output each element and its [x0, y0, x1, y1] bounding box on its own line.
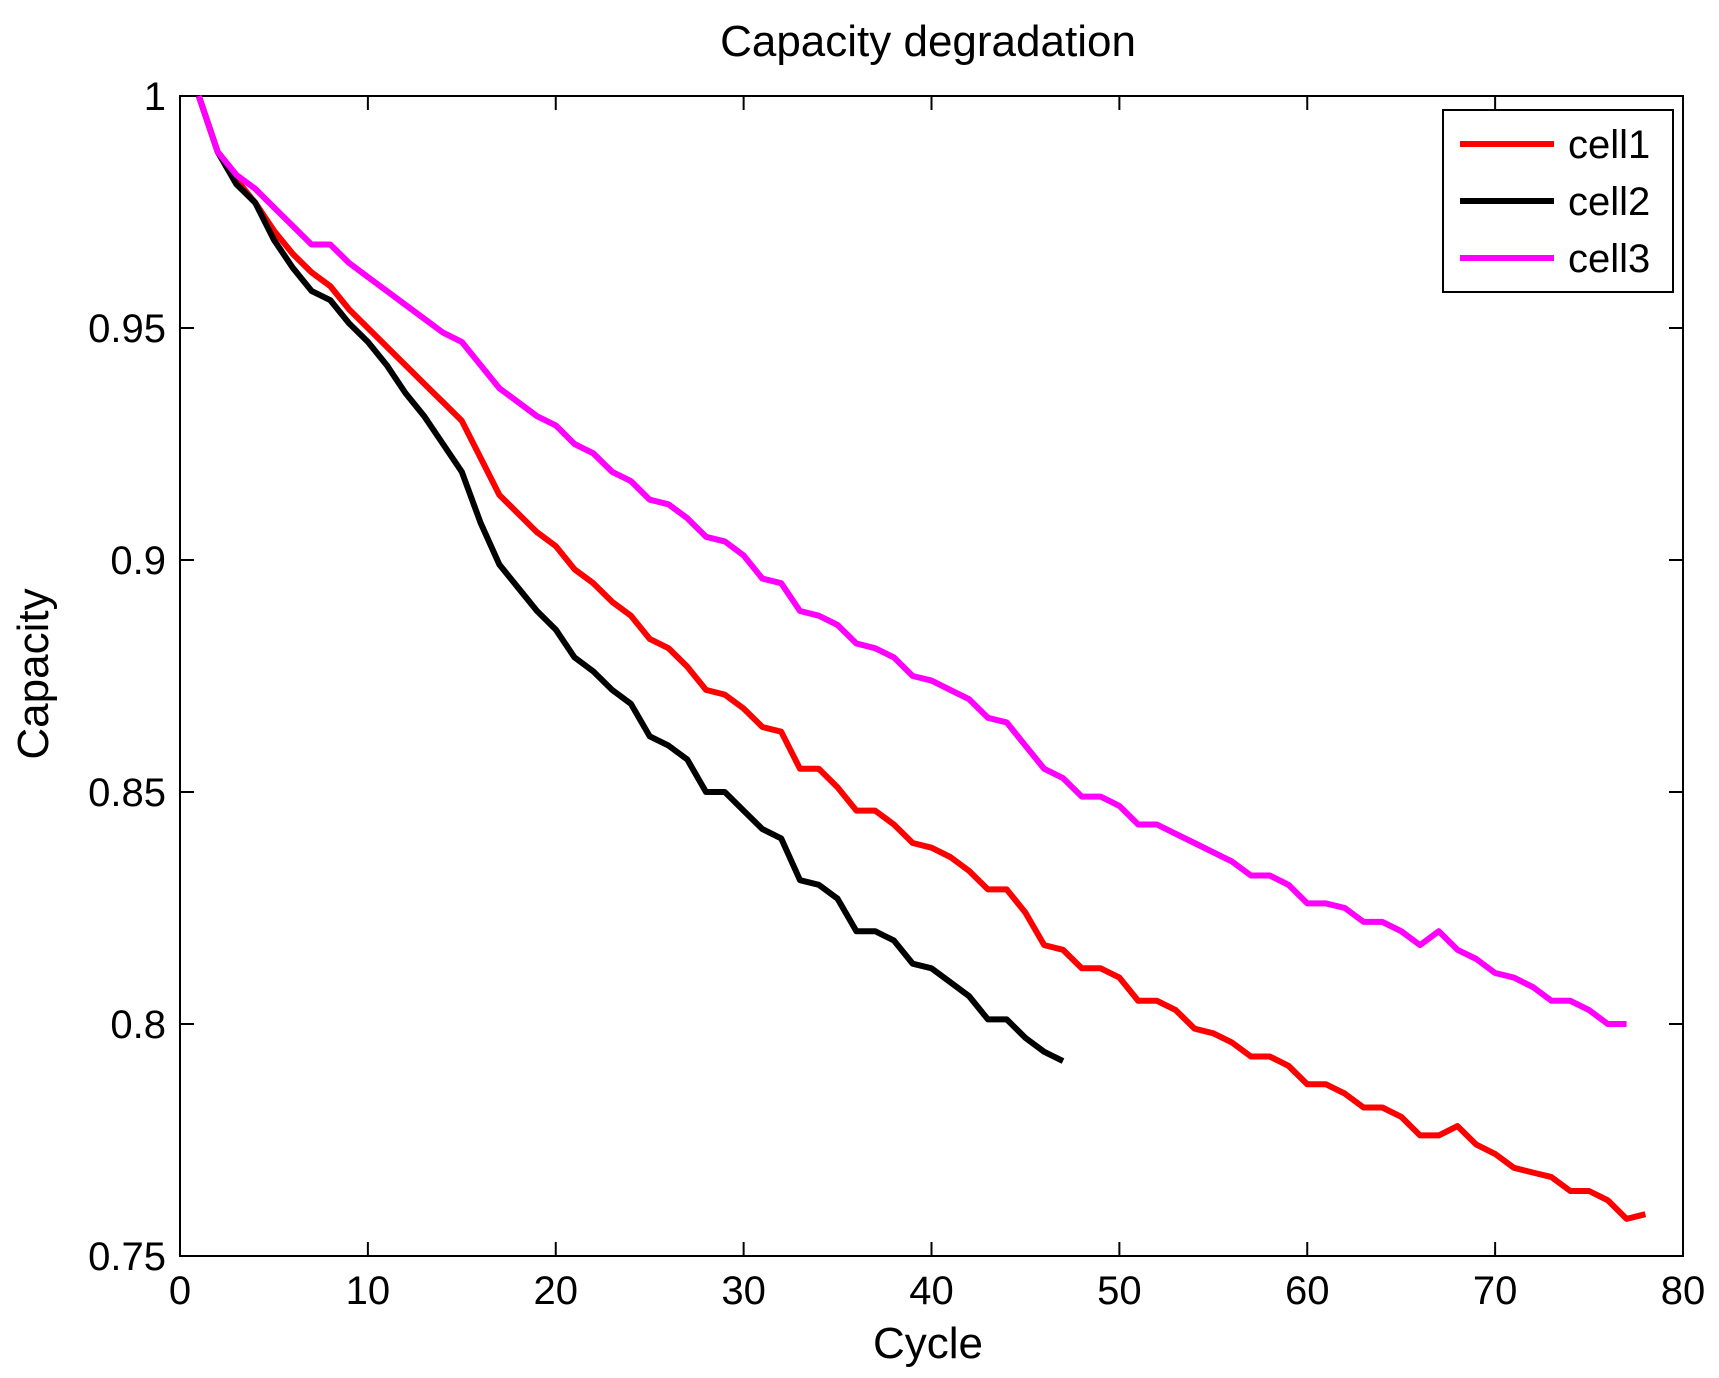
x-tick-label: 10 — [346, 1269, 391, 1313]
legend: cell1 cell2 cell3 — [1442, 109, 1674, 293]
legend-label-cell3: cell3 — [1568, 237, 1650, 281]
y-tick-label: 0.9 — [110, 539, 166, 583]
chart-title: Capacity degradation — [720, 17, 1136, 66]
x-tick-label: 50 — [1097, 1269, 1142, 1313]
x-tick-label: 70 — [1473, 1269, 1518, 1313]
series-line-cell3 — [195, 95, 1627, 1027]
x-axis: 0 10 20 30 40 50 60 70 80 — [169, 96, 1705, 1313]
legend-box — [1442, 109, 1674, 293]
series-line-cell1 — [195, 95, 1647, 1222]
x-tick-label: 20 — [534, 1269, 579, 1313]
series-line-cell2 — [195, 95, 1065, 1064]
plot-area — [179, 95, 1684, 1257]
y-axis: 0.75 0.8 0.85 0.9 0.95 1 — [88, 75, 1683, 1279]
y-tick-label: 0.75 — [88, 1235, 166, 1279]
y-tick-label: 1 — [144, 75, 166, 119]
x-tick-label: 40 — [909, 1269, 954, 1313]
legend-label-cell2: cell2 — [1568, 180, 1650, 224]
y-tick-label: 0.8 — [110, 1003, 166, 1047]
x-tick-label: 0 — [169, 1269, 191, 1313]
x-tick-label: 60 — [1285, 1269, 1330, 1313]
y-axis-label: Capacity — [9, 588, 58, 759]
y-tick-label: 0.95 — [88, 307, 166, 351]
legend-label-cell1: cell1 — [1568, 123, 1650, 167]
y-tick-label: 0.85 — [88, 771, 166, 815]
x-tick-label: 80 — [1661, 1269, 1706, 1313]
plot-frame — [179, 95, 1684, 1257]
series-lines — [195, 95, 1647, 1222]
x-tick-label: 30 — [721, 1269, 766, 1313]
x-axis-label: Cycle — [873, 1319, 983, 1368]
